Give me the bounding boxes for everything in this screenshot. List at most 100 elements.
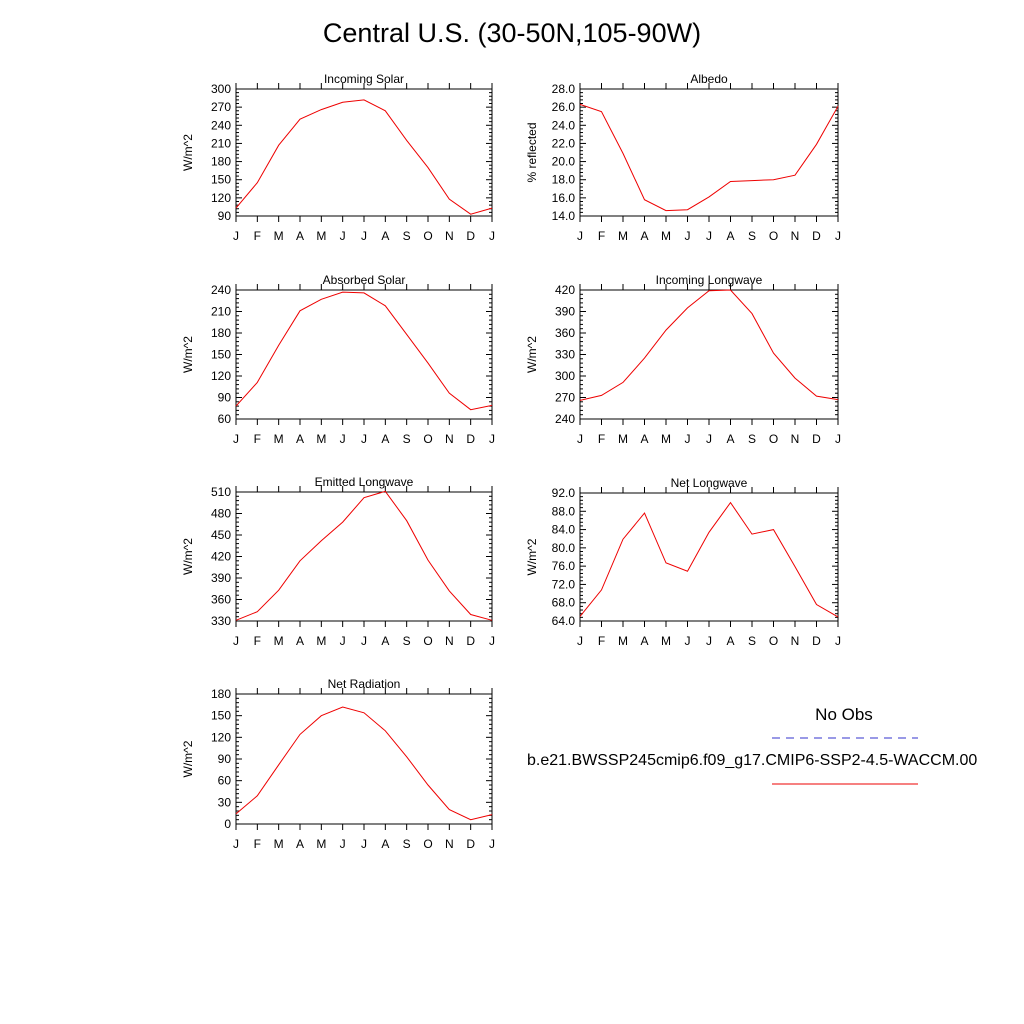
x-tick-label: M [316, 837, 326, 851]
x-tick-label: D [812, 432, 821, 446]
y-tick-label: 480 [211, 507, 231, 521]
y-tick-label: 300 [555, 369, 575, 383]
y-tick-label: 510 [211, 485, 231, 499]
y-tick-label: 330 [211, 614, 231, 628]
y-tick-label: 18.0 [552, 173, 576, 187]
x-tick-label: J [233, 229, 239, 243]
x-tick-label: A [296, 229, 304, 243]
x-tick-label: A [381, 634, 389, 648]
y-tick-label: 90 [218, 752, 232, 766]
x-tick-label: J [233, 634, 239, 648]
series-line [235, 291, 493, 411]
x-tick-label: N [791, 634, 800, 648]
chart-title: Net Longwave [671, 476, 748, 490]
x-tick-label: M [316, 229, 326, 243]
x-tick-label: J [706, 432, 712, 446]
x-tick-label: M [661, 634, 671, 648]
x-tick-label: F [598, 229, 605, 243]
x-tick-label: A [381, 837, 389, 851]
legend-obs-label: No Obs [815, 705, 873, 724]
series-line [235, 490, 493, 621]
y-tick-label: 450 [211, 528, 231, 542]
y-tick-label: 24.0 [552, 118, 576, 132]
x-tick-label: M [618, 432, 628, 446]
y-tick-label: 60 [218, 412, 232, 426]
chart-title: Net Radiation [328, 677, 401, 691]
x-tick-label: M [661, 432, 671, 446]
x-tick-label: A [640, 432, 648, 446]
x-tick-label: N [445, 432, 454, 446]
y-tick-label: 72.0 [552, 577, 576, 591]
x-tick-label: F [254, 229, 261, 243]
x-tick-label: N [445, 837, 454, 851]
chart-panel-4: Incoming Longwave W/m^2 240 270 300 330 360 390… [525, 273, 841, 446]
x-tick-label: J [706, 634, 712, 648]
y-tick-label: 16.0 [552, 191, 576, 205]
y-tick-label: 80.0 [552, 541, 576, 555]
y-axis-label: W/m^2 [181, 134, 195, 171]
chart-panel-3: Absorbed Solar W/m^2 60 90 120 150 180 210 240 J F… [181, 273, 495, 446]
x-tick-label: O [423, 634, 432, 648]
x-tick-label: J [233, 432, 239, 446]
y-tick-label: 390 [555, 305, 575, 319]
x-tick-label: J [340, 634, 346, 648]
x-tick-label: A [640, 229, 648, 243]
x-tick-label: J [835, 634, 841, 648]
x-tick-label: O [423, 837, 432, 851]
x-tick-label: J [685, 229, 691, 243]
x-tick-label: A [296, 837, 304, 851]
x-tick-label: M [316, 432, 326, 446]
chart-panel-2: Albedo % reflected 14.0 16.0 18.0 20.0 22.0 24.… [525, 72, 841, 243]
y-tick-label: 180 [211, 326, 231, 340]
chart-panel-1: Incoming Solar W/m^2 90 120 150 180 210 240 270 3… [181, 72, 495, 243]
x-tick-label: D [466, 432, 475, 446]
x-tick-label: A [726, 432, 734, 446]
y-tick-label: 270 [211, 100, 231, 114]
x-tick-label: F [598, 634, 605, 648]
chart-title: Incoming Solar [324, 72, 404, 86]
x-tick-label: J [706, 229, 712, 243]
y-tick-label: 240 [555, 412, 575, 426]
x-tick-label: S [403, 634, 411, 648]
y-tick-label: 28.0 [552, 82, 576, 96]
x-tick-label: D [466, 229, 475, 243]
chart-title: Incoming Longwave [656, 273, 763, 287]
y-tick-label: 120 [211, 369, 231, 383]
y-tick-label: 30 [218, 795, 232, 809]
x-tick-label: S [403, 432, 411, 446]
chart-panel-6: Net Longwave W/m^2 64.0 68.0 72.0 76.0 80.0 84.… [525, 476, 841, 648]
y-tick-label: 84.0 [552, 523, 576, 537]
x-tick-label: A [726, 634, 734, 648]
y-tick-label: 180 [211, 155, 231, 169]
y-axis-label: W/m^2 [181, 336, 195, 373]
x-tick-label: J [685, 432, 691, 446]
chart-title: Absorbed Solar [323, 273, 406, 287]
series-line [579, 103, 839, 212]
y-tick-label: 120 [211, 730, 231, 744]
y-tick-label: 90 [218, 209, 232, 223]
x-tick-label: S [748, 432, 756, 446]
x-tick-label: S [403, 229, 411, 243]
x-tick-label: F [254, 432, 261, 446]
x-tick-label: O [769, 634, 778, 648]
x-tick-label: A [296, 432, 304, 446]
x-tick-label: J [489, 432, 495, 446]
x-tick-label: F [254, 634, 261, 648]
y-tick-label: 240 [211, 118, 231, 132]
chart-title: Emitted Longwave [315, 475, 414, 489]
y-tick-label: 76.0 [552, 559, 576, 573]
y-tick-label: 360 [211, 593, 231, 607]
y-tick-label: 68.0 [552, 596, 576, 610]
x-tick-label: J [340, 229, 346, 243]
y-tick-label: 210 [211, 305, 231, 319]
x-tick-label: O [423, 432, 432, 446]
x-tick-label: M [618, 634, 628, 648]
y-tick-label: 120 [211, 191, 231, 205]
series-line [235, 99, 493, 215]
x-tick-label: F [254, 837, 261, 851]
y-tick-label: 360 [555, 326, 575, 340]
x-tick-label: N [445, 229, 454, 243]
y-axis-label: W/m^2 [525, 538, 539, 575]
y-tick-label: 330 [555, 348, 575, 362]
x-tick-label: J [233, 837, 239, 851]
